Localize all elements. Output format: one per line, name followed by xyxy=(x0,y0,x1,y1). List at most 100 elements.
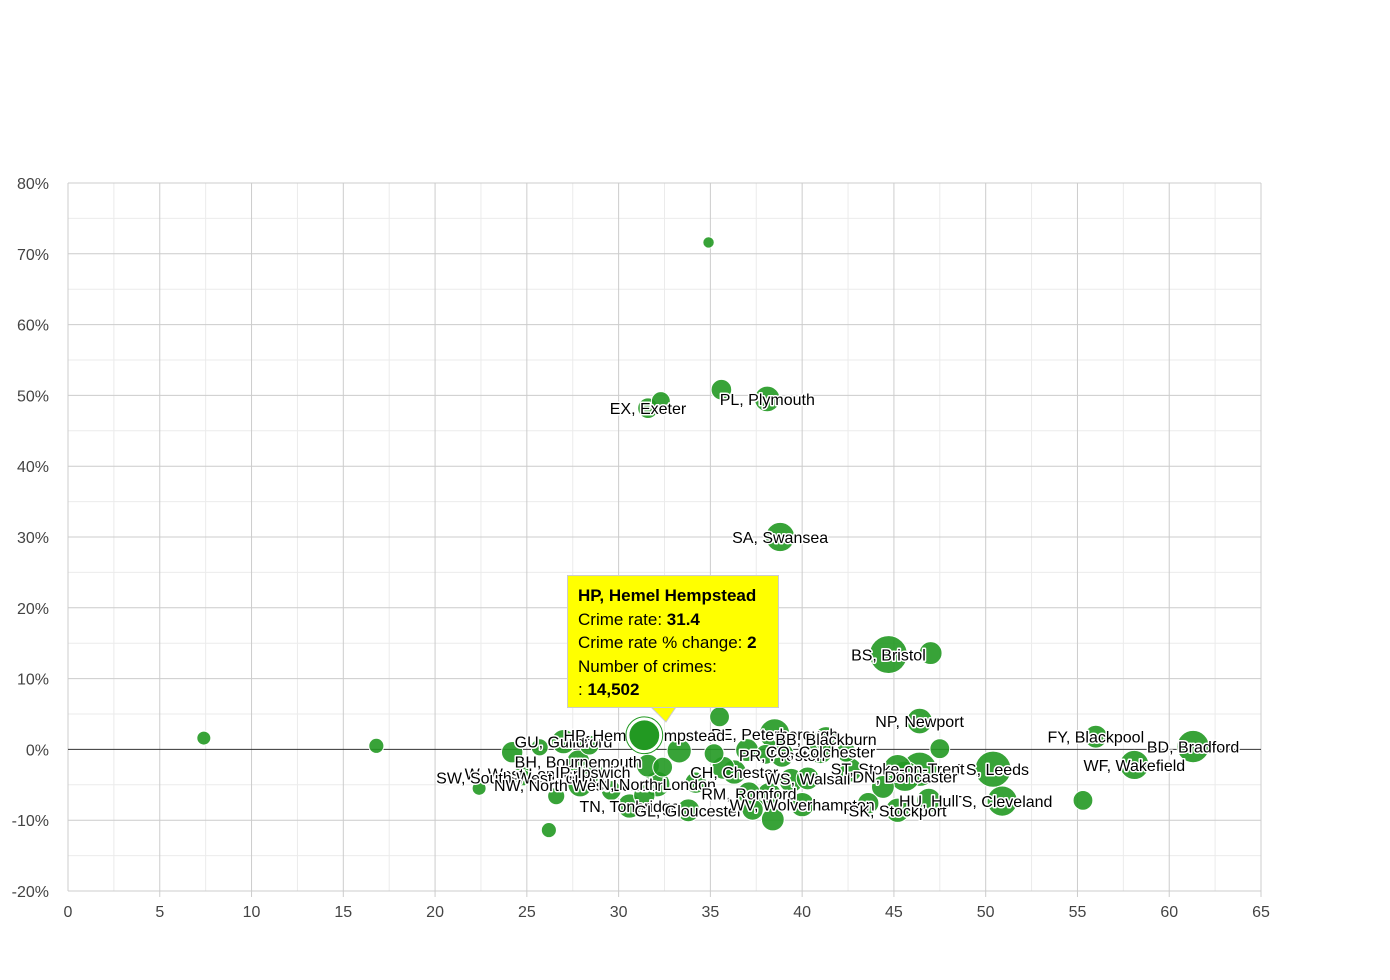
bubble-label-halo: TS, Cleveland xyxy=(952,794,1053,811)
x-tick-label: 55 xyxy=(1069,904,1087,921)
data-bubble xyxy=(652,756,674,778)
bubble-label-halo: SW, South West London xyxy=(436,771,610,788)
x-tick-label: 15 xyxy=(334,904,352,921)
tooltip-title: HP, Hemel Hempstead xyxy=(578,586,757,605)
data-bubble xyxy=(760,807,785,832)
bubble-label-halo: GU, Guildford xyxy=(515,735,613,752)
tooltip-count-label: Number of crimes: xyxy=(578,656,717,676)
y-tick-label: 70% xyxy=(17,247,49,264)
data-bubble xyxy=(684,771,707,794)
data-bubble xyxy=(600,780,622,801)
bubble-label: WS, Walsall xyxy=(765,771,851,788)
y-tick-label: 50% xyxy=(17,388,49,405)
x-tick-label: 10 xyxy=(243,904,261,921)
data-bubble xyxy=(500,741,524,764)
data-bubble xyxy=(883,754,913,784)
bubble-label: FY, Blackpool xyxy=(1047,730,1144,747)
data-bubble xyxy=(755,743,776,765)
x-axis: 0 5 10 15 20 25 30 35 40 45 50 55 60 65 xyxy=(64,904,1270,921)
data-bubble xyxy=(857,792,880,815)
bubble-label-halo: SK, Stockport xyxy=(849,803,947,820)
bubble-label-halo: WV, Wolverhampton xyxy=(730,798,875,815)
bubble-label-halo: CH, Chester xyxy=(690,765,779,782)
bubble-label-halo: BB, Blackburn xyxy=(775,732,876,749)
x-tick-label: 65 xyxy=(1252,904,1270,921)
y-tick-label: 0% xyxy=(26,742,49,759)
bubble-label: PR, Preston xyxy=(739,748,825,765)
data-bubble xyxy=(710,378,733,401)
bubble-label: HU, Hull xyxy=(899,793,959,810)
bubble-label: W, West London xyxy=(465,766,582,783)
data-bubble xyxy=(884,797,911,823)
data-bubble xyxy=(633,784,656,807)
bubble-label-halo: HU, Hull xyxy=(899,793,959,810)
bubble-series xyxy=(196,236,1210,839)
data-bubble xyxy=(709,706,730,728)
data-bubble xyxy=(514,769,532,787)
bubble-label-halo: ST, Stoke-on-Trent xyxy=(831,762,965,779)
data-bubble xyxy=(918,641,943,666)
bubble-label: SW, South West London xyxy=(436,771,610,788)
bubble-label-halo: WF, Wakefield xyxy=(1084,758,1186,775)
data-bubble xyxy=(741,798,764,821)
bubble-label: PL, Plymouth xyxy=(720,392,815,409)
data-bubble xyxy=(868,635,908,674)
bubble-label: WV, Wolverhampton xyxy=(730,798,875,815)
data-bubble xyxy=(578,734,600,756)
data-bubble xyxy=(1176,729,1210,764)
bubble-label-halo: RM, Romford xyxy=(701,786,796,803)
bubble-label-halo: BH, Bournemouth xyxy=(515,754,642,771)
bubble-label: BB, Blackburn xyxy=(775,732,876,749)
data-bubble xyxy=(581,760,605,784)
data-bubble xyxy=(540,822,557,839)
bubble-label: CH, Chester xyxy=(690,765,779,782)
data-bubble xyxy=(550,728,577,755)
tooltip-rate-label: Crime rate: xyxy=(578,609,667,629)
data-bubble xyxy=(929,738,951,760)
bubble-label: LS, Leeds xyxy=(957,762,1029,779)
x-tick-label: 25 xyxy=(518,904,536,921)
y-tick-label: 60% xyxy=(17,318,49,335)
bubble-label: SK, Stockport xyxy=(849,803,947,820)
bubble-label-halo: W, West London xyxy=(465,766,582,783)
y-axis: -20% -10% 0% 10% 20% 30% 40% 50% 60% 70% 80% xyxy=(12,176,49,901)
y-tick-label: 80% xyxy=(17,176,49,193)
bubble-label: GL, Gloucester xyxy=(635,803,743,820)
data-bubble xyxy=(986,785,1018,817)
data-bubble xyxy=(650,391,671,412)
data-bubble xyxy=(1083,724,1108,749)
bubble-label-halo: WS, Walsall xyxy=(765,771,851,788)
bubble-label: RM, Romford xyxy=(701,786,796,803)
y-tick-label: 40% xyxy=(17,459,49,476)
bubble-label: PE, Peterborough xyxy=(711,727,838,744)
y-tick-label: 10% xyxy=(17,672,49,689)
data-bubble xyxy=(471,780,487,796)
bubble-label: GU, Guildford xyxy=(515,735,613,752)
bubble-label-halo: LS, Leeds xyxy=(957,762,1029,779)
tooltip-change-value: 2 xyxy=(747,633,757,652)
data-tooltip: HP, Hemel Hempstead Crime rate: 31.4 Cri… xyxy=(567,575,779,708)
highlight-layer xyxy=(625,716,664,755)
y-tick-label: -20% xyxy=(12,884,49,901)
data-bubble xyxy=(754,385,781,413)
data-bubble xyxy=(906,707,933,735)
tooltip-rate-value: 31.4 xyxy=(666,609,700,629)
tooltip-change-label: Crime rate % change: xyxy=(578,633,748,652)
bubble-label-halo: PE, Peterborough xyxy=(711,727,838,744)
bubble-label-halo: BS, Bristol xyxy=(851,648,926,665)
data-bubble xyxy=(703,743,725,765)
data-bubble xyxy=(795,766,820,791)
x-tick-label: 5 xyxy=(155,904,164,921)
y-tick-label: 20% xyxy=(17,601,49,618)
bubble-label-halo: N, North London xyxy=(598,777,715,794)
bubble-label-halo: SA, Swansea xyxy=(732,530,828,547)
bubble-label-halo: PR, Preston xyxy=(739,748,825,765)
bubble-label-halo: NW, North West London xyxy=(494,778,666,795)
bubble-label-halo: PL, Plymouth xyxy=(720,392,815,409)
bubble-label-halo: FY, Blackpool xyxy=(1047,730,1144,747)
x-tick-label: 45 xyxy=(885,904,903,921)
data-bubble xyxy=(789,791,815,818)
bubble-label: CO, Colchester xyxy=(766,745,876,762)
